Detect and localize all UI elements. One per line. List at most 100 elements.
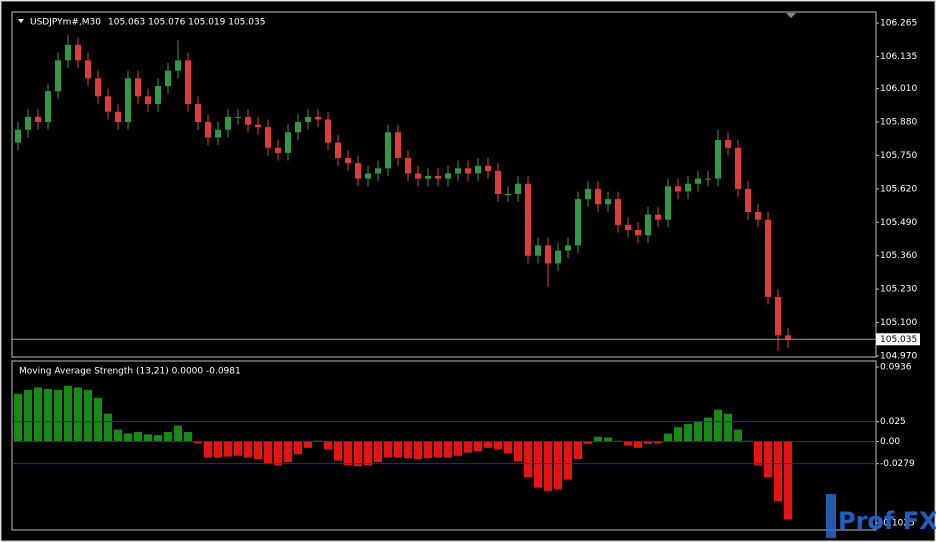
histogram-bar bbox=[244, 441, 252, 458]
histogram-bar bbox=[164, 431, 172, 442]
histogram-bar bbox=[384, 441, 392, 458]
histogram-bar bbox=[64, 385, 72, 442]
candle-body bbox=[555, 250, 561, 264]
candle-body bbox=[475, 165, 481, 174]
candle-body bbox=[615, 199, 621, 225]
candle-body bbox=[35, 116, 41, 123]
histogram-bar bbox=[584, 441, 592, 444]
histogram-bar bbox=[204, 441, 212, 458]
candle-body bbox=[765, 219, 771, 297]
candle-body bbox=[195, 104, 201, 123]
y-tick-label: 105.360 bbox=[880, 251, 917, 261]
histogram-bar bbox=[524, 441, 532, 478]
histogram-bar bbox=[554, 441, 562, 490]
y-tick-label: 0.0936 bbox=[880, 363, 912, 373]
candle-body bbox=[65, 44, 71, 61]
histogram-bar bbox=[734, 429, 742, 442]
candle-body bbox=[605, 199, 611, 205]
candle-body bbox=[655, 214, 661, 220]
candle-body bbox=[55, 60, 61, 92]
histogram-bar bbox=[134, 431, 142, 442]
histogram-bar bbox=[514, 441, 522, 462]
histogram-bar bbox=[94, 397, 102, 442]
candle-body bbox=[415, 173, 421, 179]
histogram-bar bbox=[14, 393, 22, 442]
shift-marker bbox=[786, 13, 796, 18]
histogram-bar bbox=[504, 441, 512, 454]
candle-body bbox=[375, 168, 381, 174]
histogram-bar bbox=[374, 441, 382, 463]
candle-body bbox=[355, 163, 361, 179]
histogram-bar bbox=[774, 441, 782, 502]
candle-body bbox=[525, 183, 531, 256]
candle-body bbox=[755, 212, 761, 220]
candle-body bbox=[675, 186, 681, 192]
candle-body bbox=[265, 127, 271, 148]
logo-mark bbox=[826, 494, 836, 538]
ohlc-values: 105.063 105.076 105.019 105.035 bbox=[108, 18, 265, 28]
candle-body bbox=[685, 183, 691, 192]
candle-body bbox=[175, 60, 181, 71]
y-tick-label: 0.025 bbox=[880, 417, 906, 427]
candle-body bbox=[505, 194, 511, 196]
candle-body bbox=[705, 178, 711, 180]
symbol-title: USDJPYm#,M30 bbox=[30, 18, 101, 28]
menu-arrow[interactable] bbox=[18, 19, 24, 23]
histogram-bar bbox=[184, 431, 192, 442]
last-price-label: 105.035 bbox=[880, 335, 917, 345]
candle-body bbox=[305, 116, 311, 123]
candle-body bbox=[325, 119, 331, 143]
candle-body bbox=[735, 147, 741, 189]
candle-body bbox=[105, 96, 111, 112]
histogram-bar bbox=[404, 441, 412, 459]
candle-body bbox=[205, 122, 211, 138]
histogram-bar bbox=[124, 433, 132, 442]
candle-body bbox=[775, 296, 781, 336]
candle-body bbox=[665, 186, 671, 220]
candle-body bbox=[115, 111, 121, 123]
candle-body bbox=[785, 335, 791, 340]
histogram-bar bbox=[414, 441, 422, 459]
histogram-bar bbox=[624, 441, 632, 446]
histogram-bar bbox=[494, 441, 502, 450]
histogram-bar bbox=[194, 441, 202, 444]
histogram-bar bbox=[224, 441, 232, 457]
candle-body bbox=[95, 78, 101, 97]
candle-body bbox=[285, 132, 291, 153]
candle-body bbox=[575, 199, 581, 246]
candle-body bbox=[635, 230, 641, 236]
candle-body bbox=[15, 129, 21, 143]
candle-body bbox=[165, 70, 171, 87]
candle-body bbox=[485, 165, 491, 171]
histogram-bar bbox=[284, 441, 292, 463]
histogram-bar bbox=[434, 441, 442, 458]
y-tick-label: 105.490 bbox=[880, 218, 917, 228]
candle-body bbox=[595, 188, 601, 205]
candle-body bbox=[75, 44, 81, 61]
candle-body bbox=[155, 86, 161, 105]
histogram-bar bbox=[534, 441, 542, 488]
histogram-bar bbox=[604, 437, 612, 442]
histogram-bar bbox=[634, 441, 642, 448]
histogram-bar bbox=[294, 441, 302, 455]
histogram-bar bbox=[674, 427, 682, 442]
y-tick-label: 106.265 bbox=[880, 19, 917, 29]
histogram-bar bbox=[694, 421, 702, 442]
histogram-bar bbox=[344, 441, 352, 466]
histogram-bar bbox=[154, 435, 162, 442]
histogram-bar bbox=[544, 441, 552, 491]
y-tick-label: 106.010 bbox=[880, 84, 917, 94]
candle-body bbox=[315, 116, 321, 120]
histogram-bar bbox=[464, 441, 472, 453]
logo-text: Prof FX bbox=[838, 507, 936, 535]
histogram-bar bbox=[654, 441, 662, 444]
histogram-bar bbox=[644, 441, 652, 444]
histogram-bar bbox=[394, 441, 402, 458]
histogram-bar bbox=[264, 441, 272, 464]
candle-body bbox=[185, 60, 191, 105]
candle-body bbox=[465, 168, 471, 174]
y-tick-label: 106.135 bbox=[880, 52, 917, 62]
candle-body bbox=[365, 173, 371, 179]
histogram-bar bbox=[454, 441, 462, 456]
